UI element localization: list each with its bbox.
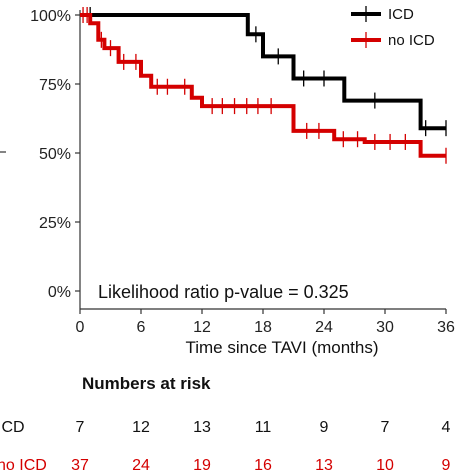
x-tick-label: 24 (315, 319, 333, 336)
risk-cell-icd: 12 (132, 419, 150, 436)
y-tick-label: 25% (39, 215, 71, 232)
series-icd (80, 7, 447, 137)
risk-cell-icd: 11 (255, 419, 272, 436)
risk-cell-icd: 13 (193, 419, 211, 436)
risk-row-label-no-icd: no ICD (0, 457, 47, 474)
series-line-icd (80, 13, 446, 131)
risk-table: Numbers at risk ICD 7 12 13 11 9 7 4 no ICD 37 24 1… (0, 374, 451, 474)
risk-table-title: Numbers at risk (82, 374, 211, 393)
series-no-icd (80, 7, 447, 164)
risk-cell-no-icd: 9 (442, 457, 451, 474)
risk-cell-no-icd: 13 (315, 457, 333, 474)
risk-cell-icd: 7 (381, 419, 390, 436)
x-tick-label: 30 (376, 319, 394, 336)
x-ticks: 0 6 12 18 24 30 36 (76, 309, 455, 336)
y-tick-label: 0% (48, 284, 71, 301)
legend-label-icd: ICD (388, 6, 414, 23)
x-tick-label: 6 (137, 319, 146, 336)
x-tick-label: 36 (437, 319, 455, 336)
risk-cell-icd: 4 (442, 419, 451, 436)
p-value-annotation: Likelihood ratio p-value = 0.325 (98, 282, 349, 302)
x-tick-label: 18 (254, 319, 272, 336)
x-tick-label: 0 (76, 319, 85, 336)
y-ticks: 0% 25% 50% 75% 100% (30, 8, 80, 301)
legend-label-no-icd: no ICD (388, 32, 435, 49)
x-tick-label: 12 (193, 319, 211, 336)
y-tick-label: 100% (30, 8, 71, 25)
y-tick-label: 50% (39, 146, 71, 163)
risk-cell-no-icd: 16 (254, 457, 272, 474)
series-line-no-icd (80, 13, 446, 158)
risk-cell-icd: 7 (76, 419, 85, 436)
risk-row-label-icd: ICD (0, 419, 25, 436)
y-tick-label: 75% (39, 77, 71, 94)
series-layer (80, 7, 447, 164)
risk-cell-no-icd: 24 (132, 457, 150, 474)
risk-cell-no-icd: 10 (376, 457, 394, 474)
risk-cell-icd: 9 (320, 419, 329, 436)
x-axis-title: Time since TAVI (months) (185, 338, 378, 357)
risk-cell-no-icd: 37 (71, 457, 89, 474)
risk-cell-no-icd: 19 (193, 457, 211, 474)
legend: ICD no ICD (351, 6, 435, 49)
